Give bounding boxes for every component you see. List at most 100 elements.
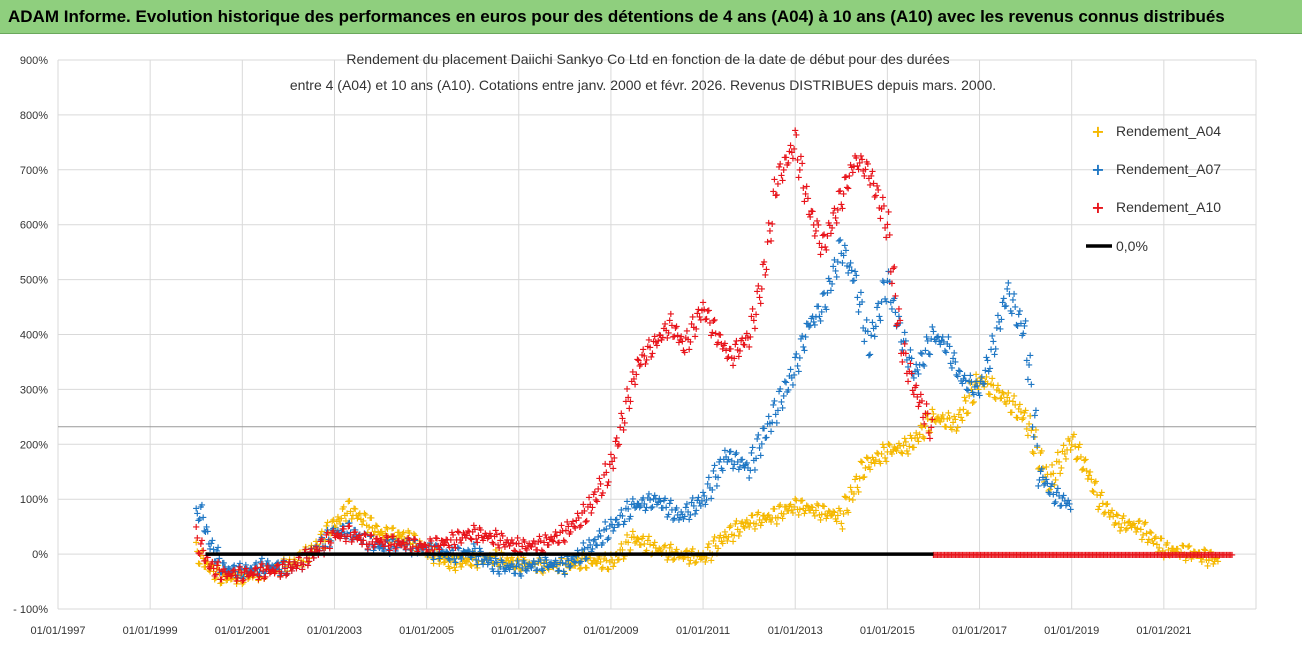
data-point: + <box>451 543 459 554</box>
data-point: + <box>1133 523 1141 534</box>
data-point: + <box>912 360 920 371</box>
data-point: + <box>1132 550 1140 561</box>
data-point: + <box>1053 457 1061 468</box>
data-point: + <box>1048 550 1056 561</box>
data-point: + <box>290 557 298 568</box>
data-point: + <box>1134 550 1142 561</box>
data-point: + <box>330 521 338 532</box>
data-point: + <box>229 566 237 577</box>
data-point: + <box>243 564 251 575</box>
data-point: + <box>1114 550 1122 561</box>
data-point: + <box>909 369 917 380</box>
data-point: + <box>902 437 910 448</box>
data-point: + <box>372 534 380 545</box>
data-point: + <box>966 378 974 389</box>
data-point: + <box>975 550 983 561</box>
data-point: + <box>1044 487 1052 498</box>
data-point: + <box>873 448 881 459</box>
data-point: + <box>661 541 669 552</box>
data-point: + <box>626 397 634 408</box>
data-point: + <box>1040 477 1048 488</box>
data-point: + <box>918 349 926 360</box>
data-point: + <box>889 445 897 456</box>
data-point: + <box>1040 550 1048 561</box>
data-point: + <box>205 539 213 550</box>
data-point: + <box>289 562 297 573</box>
data-point: + <box>940 337 948 348</box>
data-point: + <box>1094 504 1102 515</box>
data-point: + <box>958 416 966 427</box>
data-point: + <box>980 550 988 561</box>
data-point: + <box>730 531 738 542</box>
data-point: + <box>687 547 695 558</box>
data-point: + <box>891 444 899 455</box>
data-point: + <box>392 533 400 544</box>
data-point: + <box>398 537 406 548</box>
data-point: + <box>222 572 230 583</box>
data-point: + <box>549 562 557 573</box>
data-point: + <box>1123 524 1131 535</box>
data-point: + <box>592 540 600 551</box>
data-point: + <box>744 463 752 474</box>
data-point: + <box>782 153 790 164</box>
data-point: + <box>1014 550 1022 561</box>
data-point: + <box>852 471 860 482</box>
data-point: + <box>1036 448 1044 459</box>
data-point: + <box>858 155 866 166</box>
data-point: + <box>818 243 826 254</box>
data-point: + <box>266 569 274 580</box>
data-point: + <box>213 561 221 572</box>
data-point: + <box>683 326 691 337</box>
data-point: + <box>237 568 245 579</box>
data-point: + <box>829 208 837 219</box>
data-point: + <box>809 508 817 519</box>
data-point: + <box>866 349 874 360</box>
data-point: + <box>859 323 867 334</box>
data-point: + <box>456 551 464 562</box>
data-point: + <box>536 558 544 569</box>
data-point: + <box>980 382 988 393</box>
data-point: + <box>669 555 677 566</box>
data-point: + <box>824 273 832 284</box>
data-point: + <box>617 539 625 550</box>
data-point: + <box>270 568 278 579</box>
data-point: + <box>925 428 933 439</box>
data-point: + <box>850 489 858 500</box>
data-point: + <box>492 553 500 564</box>
data-point: + <box>284 560 292 571</box>
data-point: + <box>591 535 599 546</box>
data-point: + <box>723 354 731 365</box>
data-point: + <box>959 404 967 415</box>
data-point: + <box>702 553 710 564</box>
data-point: + <box>1034 550 1042 561</box>
data-point: + <box>978 550 986 561</box>
data-point: + <box>558 526 566 537</box>
data-point: + <box>419 545 427 556</box>
data-point: + <box>732 336 740 347</box>
data-point: + <box>685 559 693 570</box>
data-point: + <box>1206 548 1214 559</box>
data-point: + <box>654 546 662 557</box>
data-point: + <box>768 513 776 524</box>
data-point: + <box>1029 432 1037 443</box>
data-point: + <box>1135 516 1143 527</box>
data-point: + <box>213 564 221 575</box>
data-point: + <box>500 557 508 568</box>
data-point: + <box>571 561 579 572</box>
data-point: + <box>1051 475 1059 486</box>
data-point: + <box>360 509 368 520</box>
data-point: + <box>366 531 374 542</box>
data-point: + <box>351 527 359 538</box>
data-point: + <box>623 384 631 395</box>
data-point: + <box>1128 550 1136 561</box>
data-point: + <box>934 412 942 423</box>
data-point: + <box>1179 541 1187 552</box>
data-point: + <box>687 497 695 508</box>
data-point: + <box>751 524 759 535</box>
data-point: + <box>834 511 842 522</box>
data-point: + <box>263 556 271 567</box>
data-point: + <box>1066 445 1074 456</box>
data-point: + <box>664 509 672 520</box>
data-point: + <box>470 521 478 532</box>
data-point: + <box>717 339 725 350</box>
